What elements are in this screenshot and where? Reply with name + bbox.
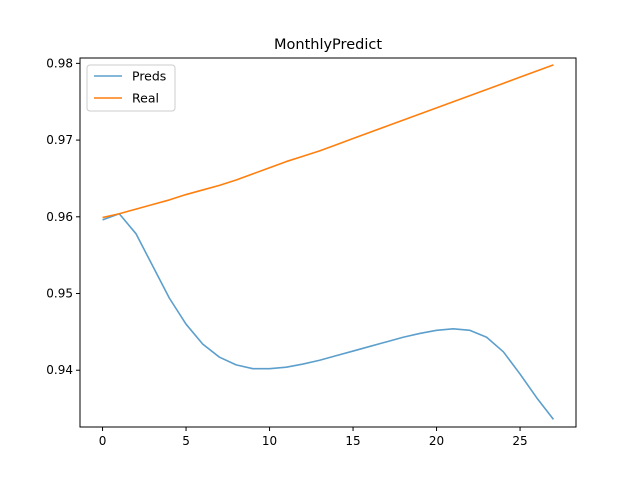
y-tick-label: 0.94 bbox=[46, 363, 73, 377]
x-axis: 0 5 10 15 20 25 bbox=[99, 427, 528, 448]
y-tick-label: 0.98 bbox=[46, 56, 73, 70]
legend-label-real: Real bbox=[132, 91, 159, 106]
x-tick-label: 20 bbox=[429, 434, 444, 448]
plot-area bbox=[102, 64, 555, 420]
legend: Preds Real bbox=[86, 64, 176, 112]
y-axis: 0.94 0.95 0.96 0.97 0.98 bbox=[46, 56, 80, 377]
plot-frame bbox=[79, 57, 577, 428]
series-line-preds bbox=[102, 212, 555, 420]
series-line-real bbox=[102, 64, 554, 219]
chart-title: MonthlyPredict bbox=[274, 37, 382, 53]
x-tick-label: 0 bbox=[99, 434, 107, 448]
legend-label-preds: Preds bbox=[132, 69, 166, 84]
x-tick-label: 25 bbox=[512, 434, 527, 448]
x-tick-label: 15 bbox=[345, 434, 360, 448]
y-tick-label: 0.96 bbox=[46, 210, 73, 224]
x-tick-label: 5 bbox=[182, 434, 190, 448]
y-tick-label: 0.97 bbox=[46, 133, 73, 147]
x-tick-label: 10 bbox=[262, 434, 277, 448]
y-tick-label: 0.95 bbox=[46, 287, 73, 301]
